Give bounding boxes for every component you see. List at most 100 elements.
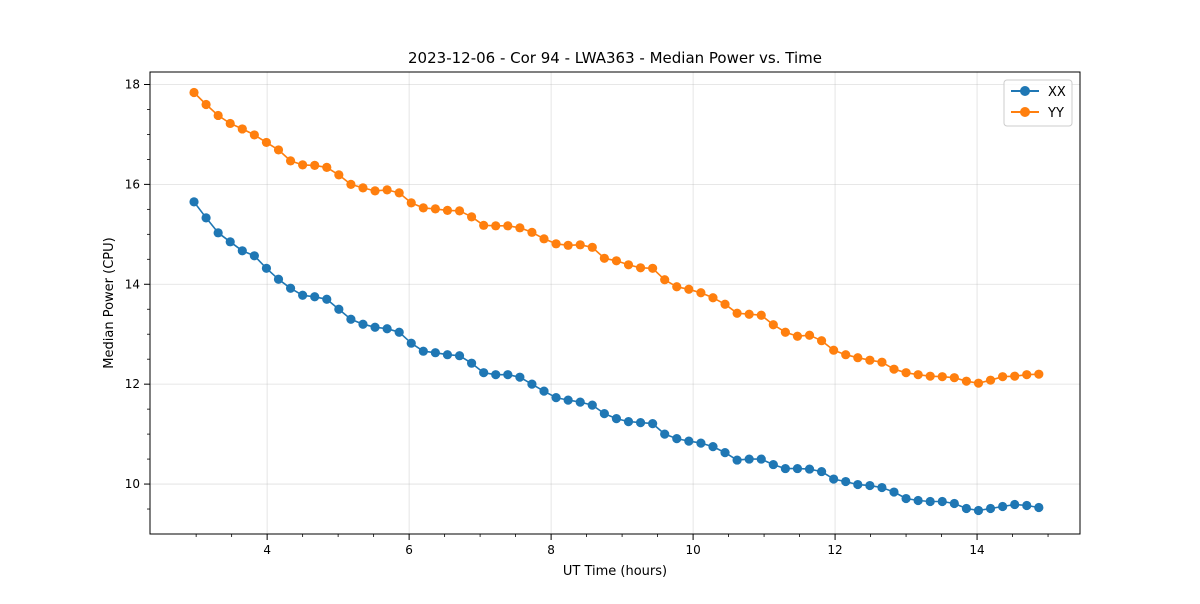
data-point-yy [1022,370,1032,380]
data-point-xx [913,495,923,506]
data-point-yy [346,179,356,189]
data-point-xx [394,327,404,337]
x-tick-label: 6 [405,543,413,557]
data-point-yy [732,308,742,318]
plot-frame [149,71,1081,535]
data-point-yy [479,220,489,230]
data-point-yy [539,234,549,244]
data-point-xx [273,274,284,284]
data-point-yy [334,170,344,180]
data-point-xx [744,454,754,464]
data-point-yy [1010,371,1020,381]
series-layer [189,87,1044,516]
y-tick-label: 10 [125,477,140,491]
data-point-yy [853,353,863,363]
data-point-xx [479,368,489,378]
data-point-yy [660,275,670,285]
x-axis: 4 6 8 10 12 14 [195,534,1049,557]
data-point-xx [877,482,887,493]
data-point-yy [925,371,935,381]
data-point-xx [189,197,199,207]
data-point-yy [358,183,368,193]
data-point-xx [358,319,368,329]
data-point-yy [322,162,332,172]
data-point-xx [370,322,380,332]
y-axis: 10 12 14 16 18 [125,77,150,510]
data-point-yy [382,185,392,195]
data-point-xx [756,454,766,464]
data-point-yy [792,331,803,341]
data-point-yy [611,256,622,266]
data-point-yy [756,310,766,320]
data-point-yy [406,198,416,208]
data-point-yy [877,357,887,367]
data-point-xx [225,237,235,247]
data-point-yy [913,370,923,380]
data-point-yy [273,145,284,155]
data-point-xx [201,213,211,223]
data-point-xx [804,464,815,474]
data-point-yy [937,372,947,382]
data-point-yy [285,156,296,166]
x-axis-label: UT Time (hours) [563,564,667,579]
data-point-yy [1034,369,1044,379]
data-point-xx [901,493,911,504]
data-point-xx [491,370,501,380]
data-point-yy [744,309,754,319]
data-point-yy [466,212,477,222]
legend-marker-xx [1020,86,1030,96]
data-point-xx [635,418,646,428]
data-point-xx [925,496,935,507]
data-point-xx [853,479,863,490]
data-point-yy [708,293,718,303]
y-tick-label: 16 [125,177,140,191]
data-point-yy [780,327,790,337]
data-point-yy [370,186,380,196]
legend-label-yy: YY [1047,106,1064,121]
grid [150,72,1080,534]
data-point-yy [442,205,453,215]
data-point-xx [418,346,428,356]
data-point-yy [394,188,404,198]
data-point-xx [442,350,453,360]
data-point-xx [985,503,996,514]
data-point-xx [587,400,597,410]
data-point-yy [889,364,899,374]
data-point-xx [1034,502,1044,513]
data-point-xx [780,463,790,474]
data-point-yy [237,124,247,134]
x-tick-label: 8 [547,543,555,557]
data-point-yy [816,336,827,346]
data-point-xx [539,386,549,396]
data-point-yy [829,345,839,355]
data-point-yy [575,240,585,250]
data-point-yy [768,320,778,330]
data-point-yy [804,330,815,340]
data-point-xx [575,397,585,407]
data-point-yy [949,373,959,383]
data-point-yy [865,355,875,365]
data-point-xx [708,441,718,452]
data-point-yy [430,204,440,214]
data-point-yy [310,160,320,170]
data-point-yy [599,253,609,263]
data-point-yy [587,242,597,252]
data-point-yy [985,375,996,385]
data-point-yy [635,263,646,273]
data-point-xx [430,348,440,358]
data-point-yy [298,160,308,170]
data-point-xx [949,498,959,509]
data-point-yy [672,282,682,292]
data-point-xx [515,372,525,382]
data-point-yy [961,376,972,386]
data-point-xx [648,419,658,429]
data-point-yy [189,87,199,98]
data-point-xx [249,251,259,261]
data-point-xx [1010,499,1020,510]
y-tick-label: 18 [125,77,140,91]
data-point-yy [225,118,235,129]
data-point-xx [454,351,465,361]
y-tick-label: 14 [125,277,140,291]
data-point-xx [961,503,972,514]
